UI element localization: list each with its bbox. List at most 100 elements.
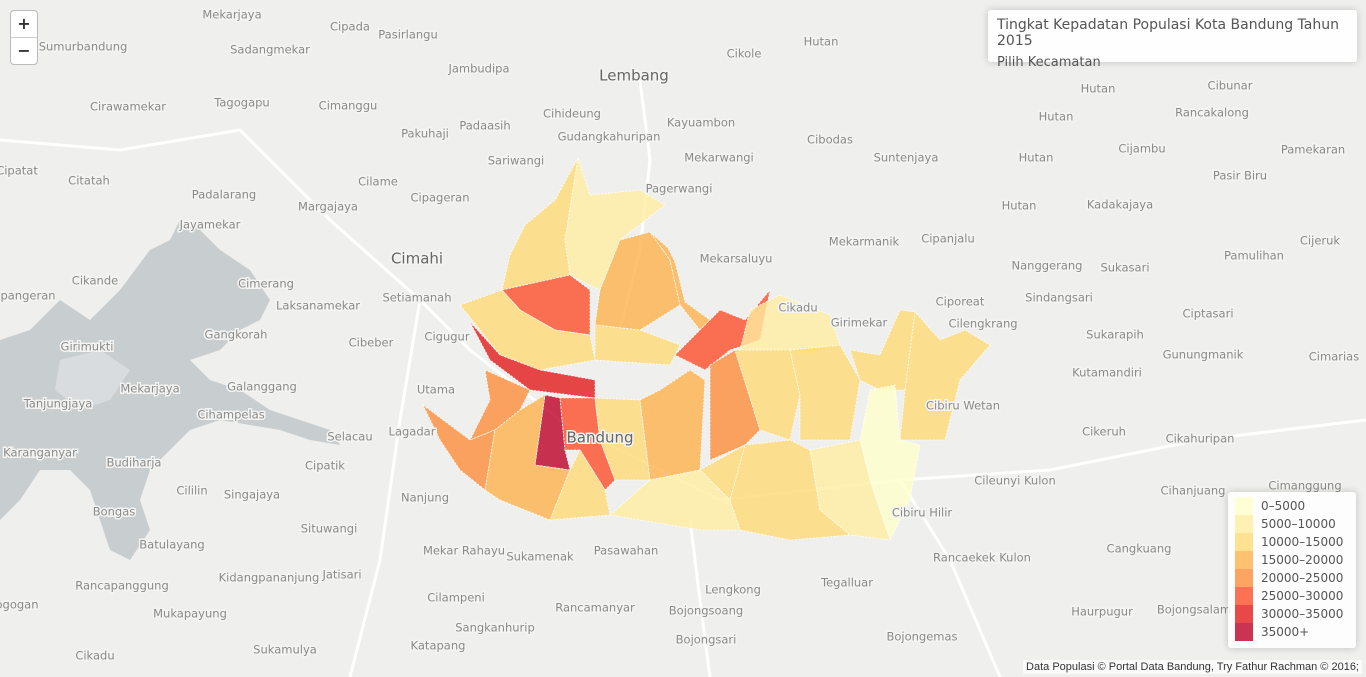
place-label: Jambudipa [447,62,509,76]
district[interactable] [734,349,801,441]
place-label: Hutan [1002,199,1037,213]
district[interactable] [699,444,746,501]
legend-item: 25000–30000 [1228,587,1356,605]
district[interactable] [549,449,611,521]
place-label: Sangkanhurip [455,621,535,635]
district[interactable] [649,231,711,331]
legend: 0–5000 5000–10000 10000–15000 15000–20000 20… [1228,492,1356,648]
legend-label: 20000–25000 [1261,571,1344,585]
attribution: Data Populasi © Portal Data Bandung, Try… [1023,660,1362,674]
place-label: Bojongsoang [669,604,743,618]
place-label: Cimanggung [1268,479,1341,493]
place-label: Padalarang [192,188,256,202]
legend-label: 35000+ [1261,625,1310,639]
place-label: Hutan [804,35,839,49]
place-label: Lembang [599,67,669,85]
place-label: Sindangsari [1025,291,1093,305]
district[interactable] [564,157,666,291]
place-label: Cibiru Wetan [926,399,1000,413]
zoom-in-button[interactable]: + [11,11,37,38]
place-label: Hutan [1019,151,1054,165]
district[interactable] [469,369,531,441]
place-label: Cilame [358,175,398,189]
place-label: Rancamanyar [555,601,635,615]
district[interactable] [609,469,741,531]
place-label: Bongas [93,505,136,519]
legend-label: 10000–15000 [1261,535,1344,549]
place-label: Ciptasari [1182,307,1233,321]
place-label: Setiamanah [383,291,452,305]
legend-item: 30000–35000 [1228,605,1356,623]
place-label: Rancaekek Kulon [933,551,1031,565]
place-label: Sukamulya [253,643,317,657]
place-label: Rancakalong [1175,106,1249,120]
district[interactable] [594,397,651,481]
place-label: Bojongsalam [1157,603,1231,617]
place-label: Cipatik [305,459,345,473]
place-label: Gangkorah [205,328,268,342]
place-label: Mekarwangi [684,151,753,165]
place-label: Katapang [411,639,466,653]
place-label: Cibiru Hilir [892,506,953,520]
place-label: Singajaya [224,488,280,502]
place-label: Lagadar [389,425,436,439]
district[interactable] [859,384,921,542]
place-label: Kutamandiri [1072,366,1142,380]
place-label: Mekarjaya [120,382,179,396]
place-label: Rancapanggung [75,579,169,593]
district[interactable] [469,321,596,399]
zoom-control: + − [10,10,38,65]
place-label: Budiharja [107,456,162,470]
place-label: Cibeber [349,336,394,350]
info-subtitle: Pilih Kecamatan [997,55,1101,70]
district[interactable] [729,439,852,541]
district[interactable] [789,344,861,441]
place-label: Cikande [72,274,118,288]
place-label: Cikadu [75,649,114,663]
place-label: Cileunyi Kulon [974,474,1056,488]
place-label: Tagogapu [213,96,269,110]
legend-item: 20000–25000 [1228,569,1356,587]
place-label: Haurpugur [1071,605,1133,619]
legend-item: 15000–20000 [1228,551,1356,569]
district[interactable] [674,289,771,371]
zoom-out-button[interactable]: − [17,41,31,60]
place-label: Ciporeat [936,295,985,309]
district[interactable] [899,311,991,441]
district[interactable] [709,349,761,461]
place-label: Gudangkahuripan [558,130,661,144]
place-label: Padaasih [459,119,510,133]
legend-item: 10000–15000 [1228,533,1356,551]
place-label: Kidangpananjung [219,571,320,585]
place-label: Cipanjalu [921,232,975,246]
place-label: Hutan [1039,110,1074,124]
place-label: Cihideung [543,107,601,121]
place-label: Pamulihan [1224,249,1284,263]
place-label: Margajaya [298,200,358,214]
legend-swatch [1235,605,1253,623]
place-label: Lengkong [705,583,761,597]
place-label: ogogan [0,598,39,612]
legend-swatch [1235,551,1253,569]
legend-swatch [1235,587,1253,605]
place-label: Pasawahan [594,544,659,558]
place-label: Cangkuang [1107,542,1172,556]
place-label: Sukamenak [506,550,574,564]
place-label: Kadakajaya [1087,198,1153,212]
districts [422,157,991,542]
place-label: Cibunar [1208,79,1253,93]
district[interactable] [422,404,496,491]
legend-label: 15000–20000 [1261,553,1344,567]
place-label: Cimerang [238,277,294,291]
place-label: Kayuambon [667,116,735,130]
place-labels: Mekarjaya Cipada Pasirlangu Sumurbandung Sad… [0,6,1361,664]
place-label: Bojongemas [886,630,957,644]
place-label: Situwangi [301,522,358,536]
place-label: Mukapayung [153,607,227,621]
legend-swatch [1235,569,1253,587]
place-label: Jayamekar [179,218,241,232]
place-label: Cijambu [1118,142,1165,156]
place-label: Laksanamekar [276,299,360,313]
